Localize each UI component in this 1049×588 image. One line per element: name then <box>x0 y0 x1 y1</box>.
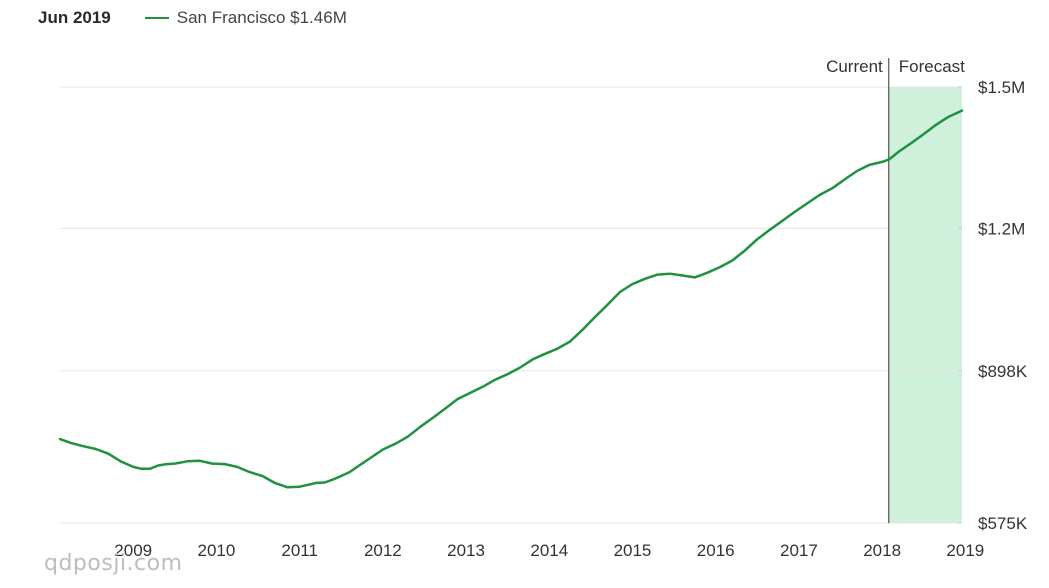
x-tick-label: 2014 <box>530 541 568 560</box>
x-tick-label: 2019 <box>946 541 984 560</box>
x-tick-label: 2009 <box>114 541 152 560</box>
y-tick-label: $1.5M <box>978 78 1025 97</box>
legend-swatch <box>144 17 169 19</box>
forecast-label: Forecast <box>899 57 965 76</box>
series-line-san-francisco <box>58 109 964 489</box>
x-tick-label: 2018 <box>863 541 901 560</box>
x-tick-label: 2017 <box>780 541 818 560</box>
y-tick-label: $575K <box>978 514 1028 533</box>
forecast-region <box>888 87 962 523</box>
y-tick-label: $1.2M <box>978 219 1025 238</box>
chart-legend: Jun 2019 San Francisco $1.46M <box>38 6 347 30</box>
x-tick-label: 2016 <box>697 541 735 560</box>
legend-series-label: San Francisco $1.46M <box>176 8 347 27</box>
current-label: Current <box>826 57 883 76</box>
x-tick-label: 2012 <box>364 541 402 560</box>
x-tick-label: 2015 <box>614 541 652 560</box>
x-tick-label: 2010 <box>198 541 236 560</box>
y-tick-label: $898K <box>978 362 1028 381</box>
legend-date: Jun 2019 <box>38 8 111 27</box>
x-tick-label: 2013 <box>447 541 485 560</box>
x-tick-label: 2011 <box>281 541 318 560</box>
watermark-text: qdposji.com <box>44 551 183 576</box>
